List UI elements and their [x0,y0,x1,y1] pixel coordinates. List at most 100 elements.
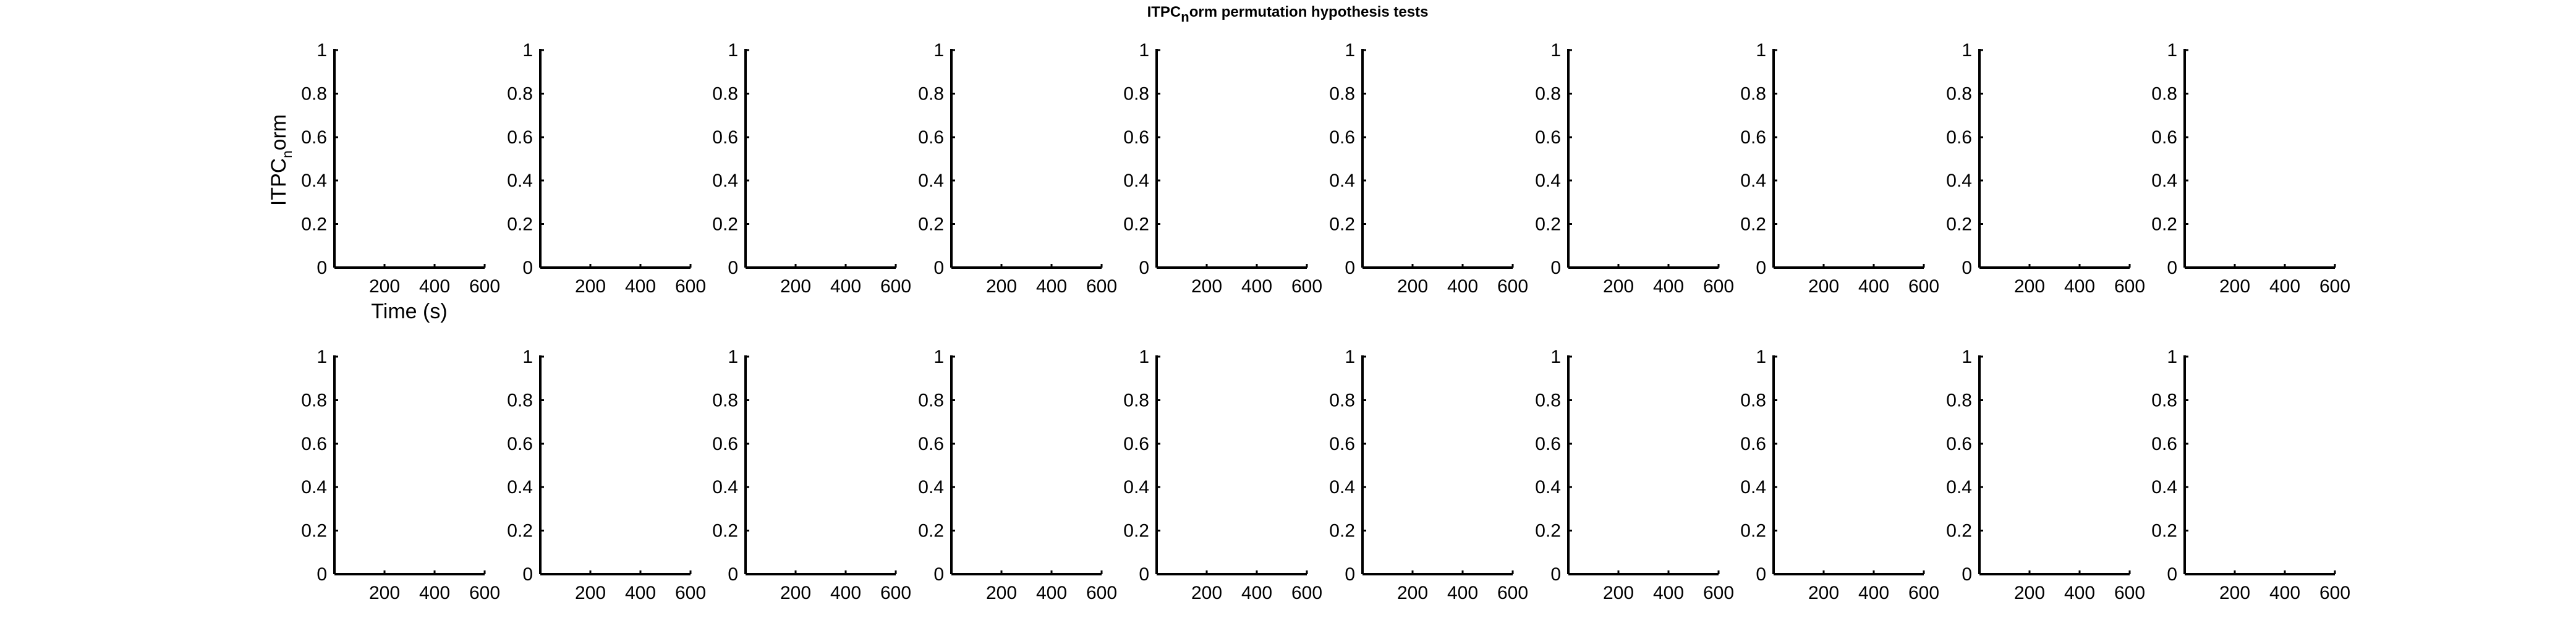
y-tick-label: 0.4 [301,477,327,498]
x-tick-label: 600 [675,583,706,603]
y-tick-label: 0.4 [507,171,533,191]
subplot-18: 0 0.2 0.4 0.6 0.8 1 200 400 600 [1740,347,1939,603]
x-tick-label: 600 [880,276,911,297]
x-tick-label: 600 [1908,583,1939,603]
y-tick-label: 1 [317,347,327,367]
subplot-4: 0 0.2 0.4 0.6 0.8 1 200 400 600 [918,40,1117,297]
x-tick-label: 200 [2219,583,2250,603]
y-tick-label: 0.4 [507,477,533,498]
x-tick-label: 600 [675,276,706,297]
y-axis-label-main: ITPC [267,158,291,206]
y-tick-label: 0.6 [301,434,327,454]
y-tick-label: 1 [728,40,738,61]
y-tick-label: 0 [522,258,533,278]
y-tick-label: 0.6 [1329,127,1355,148]
y-tick-label: 0 [728,258,738,278]
y-tick-label: 1 [1139,40,1149,61]
x-tick-label: 600 [2319,583,2350,603]
subplot-12: 0 0.2 0.4 0.6 0.8 1 200 400 600 [507,347,706,603]
y-tick-label: 1 [933,40,944,61]
x-tick-label: 600 [469,276,500,297]
x-tick-label: 600 [1703,276,1734,297]
y-tick-label: 1 [522,347,533,367]
subplot-3: 0 0.2 0.4 0.6 0.8 1 200 400 600 [712,40,911,297]
y-tick-label: 0.6 [1123,434,1149,454]
x-tick-label: 400 [1447,583,1478,603]
y-tick-label: 1 [1139,347,1149,367]
y-tick-label: 0.6 [507,127,533,148]
y-tick-label: 0.4 [712,171,738,191]
y-tick-label: 0.4 [918,477,944,498]
x-tick-label: 400 [1653,583,1684,603]
y-tick-label: 0.6 [2151,434,2177,454]
y-tick-label: 0.2 [507,214,533,235]
y-tick-label: 0.6 [1946,434,1972,454]
y-tick-label: 0 [1139,258,1149,278]
x-tick-label: 600 [1703,583,1734,603]
y-tick-label: 0.6 [2151,127,2177,148]
y-tick-label: 0.6 [918,434,944,454]
y-tick-label: 0 [933,258,944,278]
x-tick-label: 400 [2064,583,2095,603]
y-tick-label: 0.6 [301,127,327,148]
y-tick-label: 0.2 [1740,214,1766,235]
y-tick-label: 0 [1550,564,1561,585]
x-tick-label: 200 [2219,276,2250,297]
y-tick-label: 0.4 [301,171,327,191]
y-tick-label: 0.2 [1946,521,1972,541]
x-tick-label: 200 [1603,276,1634,297]
y-tick-label: 0.2 [1123,521,1149,541]
x-tick-label: 400 [2064,276,2095,297]
y-axis-label: ITPCnorm [267,114,295,206]
x-tick-label: 200 [986,276,1017,297]
y-tick-label: 0.2 [301,521,327,541]
y-tick-label: 0.8 [1946,83,1972,104]
x-tick-label: 600 [469,583,500,603]
subplot-9: 0 0.2 0.4 0.6 0.8 1 200 400 600 [1946,40,2145,297]
x-tick-label: 200 [1397,276,1428,297]
x-tick-label: 400 [419,583,450,603]
subplot-17: 0 0.2 0.4 0.6 0.8 1 200 400 600 [1535,347,1734,603]
x-tick-label: 400 [2269,583,2300,603]
y-tick-label: 0.4 [1740,477,1766,498]
x-tick-label: 200 [1191,583,1222,603]
y-tick-label: 0.2 [2151,214,2177,235]
subplot-16: 0 0.2 0.4 0.6 0.8 1 200 400 600 [1329,347,1528,603]
y-tick-label: 0.6 [712,434,738,454]
x-tick-label: 400 [1036,583,1067,603]
y-tick-label: 0 [933,564,944,585]
x-tick-label: 200 [369,583,400,603]
x-tick-label: 400 [1036,276,1067,297]
figure-title-rest: orm permutation hypothesis tests [1189,4,1429,20]
x-tick-label: 600 [1086,583,1117,603]
y-tick-label: 0.2 [301,214,327,235]
subplot-8: 0 0.2 0.4 0.6 0.8 1 200 400 600 [1740,40,1939,297]
y-tick-label: 0 [728,564,738,585]
x-tick-label: 400 [1241,276,1272,297]
y-tick-label: 0.2 [1740,521,1766,541]
y-tick-label: 0.8 [1535,390,1561,410]
y-tick-label: 1 [728,347,738,367]
y-tick-label: 0.8 [1535,83,1561,104]
y-tick-label: 0.8 [1123,390,1149,410]
x-tick-label: 600 [2114,583,2145,603]
x-tick-label: 400 [419,276,450,297]
subplot-11: 0 0.2 0.4 0.6 0.8 1 200 400 600 [301,347,500,603]
figure-title: ITPCnorm permutation hypothesis tests [1147,4,1429,25]
y-tick-label: 0.8 [1740,390,1766,410]
y-tick-label: 0.2 [712,521,738,541]
y-tick-label: 0.8 [2151,83,2177,104]
y-tick-label: 0.6 [1946,127,1972,148]
y-axis-label-subscript: n [279,150,295,158]
y-tick-label: 0.2 [1329,521,1355,541]
y-tick-label: 0 [1962,258,1972,278]
x-tick-label: 200 [575,276,606,297]
x-tick-label: 400 [625,583,656,603]
subplot-14: 0 0.2 0.4 0.6 0.8 1 200 400 600 [918,347,1117,603]
x-tick-label: 600 [2319,276,2350,297]
y-tick-label: 0.8 [918,390,944,410]
x-tick-label: 200 [780,583,811,603]
y-tick-label: 0.8 [712,83,738,104]
y-tick-label: 0 [2167,564,2177,585]
y-tick-label: 1 [1962,40,1972,61]
